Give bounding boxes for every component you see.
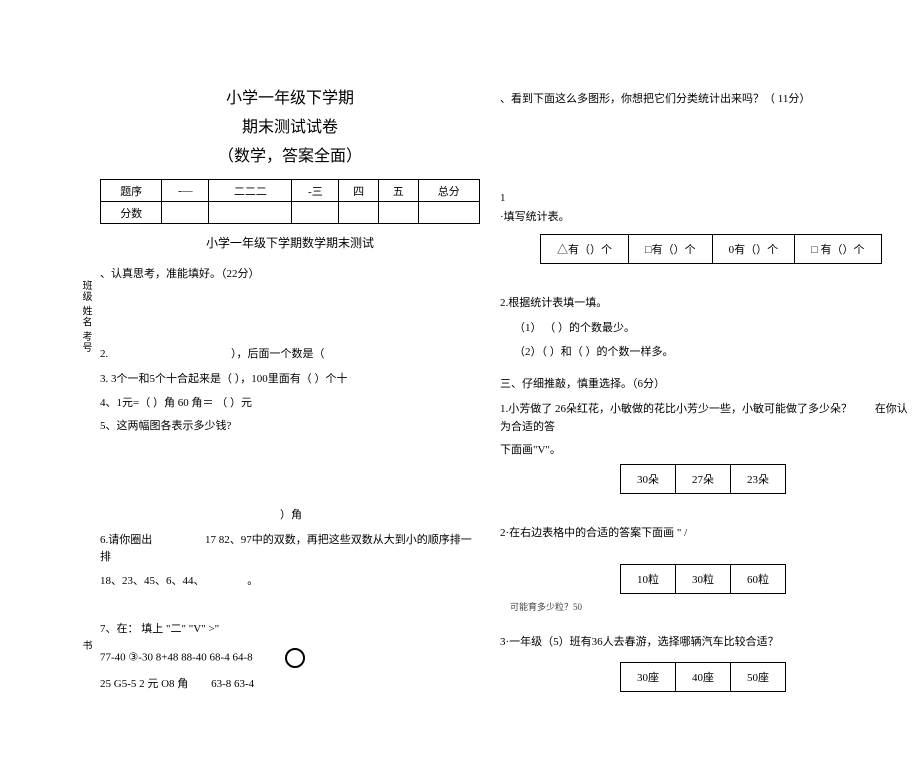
question-5: 5、这两幅图各表示多少钱? bbox=[100, 418, 480, 436]
stat-header: □有（）个 bbox=[629, 235, 713, 264]
left-column: 小学一年级下学期 期末测试试卷 （数学，答案全面） 题序 -— 二二二 -三 四… bbox=[100, 85, 480, 693]
question-3-1c: 下面画"V"。 bbox=[500, 442, 910, 460]
section-1-heading: 、认真思考，准能填好。（22分） bbox=[100, 265, 480, 285]
stat-q1-num: 1 bbox=[500, 189, 910, 209]
q7-row2-text: 25 G5-5 2 元 O8 角 bbox=[100, 678, 188, 690]
question-5-tail: ）角 bbox=[280, 506, 480, 526]
score-cell bbox=[418, 202, 479, 224]
stat-q2: 2.根据统计表填一填。 bbox=[500, 294, 910, 314]
table-row: 30朵 27朵 23朵 bbox=[621, 464, 786, 493]
option-cell: 30粒 bbox=[676, 564, 731, 593]
options-table-3: 30座 40座 50座 bbox=[620, 662, 786, 692]
table-row: 30座 40座 50座 bbox=[621, 663, 786, 692]
q7-row1-text: 77-40 ③-30 8+48 88-40 68-4 64-8 bbox=[100, 652, 253, 664]
subtitle: 小学一年级下学期数学期末测试 bbox=[100, 234, 480, 251]
question-6-numbers: 18、23、45、6、44、 。 bbox=[100, 573, 480, 591]
score-cell bbox=[209, 202, 292, 224]
score-header: 四 bbox=[339, 180, 379, 202]
stat-q2-1: （1） （ ）的个数最少。 bbox=[514, 320, 910, 338]
section-top: 、看到下面这么多图形，你想把它们分类统计出来吗？（ 11分） bbox=[500, 91, 910, 109]
question-4: 4、1元=（ ）角 60 角＝ （ ）元 bbox=[100, 395, 480, 413]
q2-label: 2. bbox=[100, 348, 108, 360]
binding-side-text-2: 书 bbox=[78, 640, 93, 650]
tiny-note: 可能育多少粒？50 bbox=[510, 600, 910, 613]
stat-header: □ 有（）个 bbox=[795, 235, 881, 264]
question-3: 3. 3个一和5个十合起来是（ ），100里面有（ ）个十 bbox=[100, 371, 480, 389]
circle-icon bbox=[285, 648, 305, 668]
score-header: 总分 bbox=[418, 180, 479, 202]
title-line-1: 小学一年级下学期 bbox=[100, 85, 480, 114]
question-3-2: 2·在右边表格中的合适的答案下面画 " / bbox=[500, 524, 910, 544]
stat-header: △有（）个 bbox=[541, 235, 629, 264]
option-cell: 30朵 bbox=[621, 464, 676, 493]
title-line-2: 期末测试试卷 bbox=[100, 114, 480, 143]
score-cell bbox=[378, 202, 418, 224]
q3-1a: 1.小芳做了 26朵红花，小敏做的花比小芳少一些，小敏可能做了多少朵？ bbox=[500, 403, 852, 415]
score-row-label: 分数 bbox=[101, 202, 162, 224]
question-6: 6.请你圈出 17 82、97中的双数，再把这些双数从大到小的顺序排一排 bbox=[100, 532, 480, 567]
score-header: 题序 bbox=[101, 180, 162, 202]
score-cell bbox=[339, 202, 379, 224]
score-cell bbox=[162, 202, 209, 224]
q6-a: 6.请你圈出 bbox=[100, 534, 152, 546]
question-2: 2. ），后面一个数是（ bbox=[100, 345, 480, 365]
right-column: 、看到下面这么多图形，你想把它们分类统计出来吗？（ 11分） 1 ·填写统计表。… bbox=[500, 85, 910, 692]
q6-b: 17 82、97中的双数，再把这些双数从大到小的顺序排一排 bbox=[100, 534, 472, 564]
score-header: -三 bbox=[292, 180, 339, 202]
question-3-3: 3·一年级（5）班有36人去春游，选择哪辆汽车比较合适？ bbox=[500, 633, 910, 653]
option-cell: 40座 bbox=[676, 663, 731, 692]
options-table-1: 30朵 27朵 23朵 bbox=[620, 464, 786, 494]
option-cell: 30座 bbox=[621, 663, 676, 692]
question-7-row1: 77-40 ③-30 8+48 88-40 68-4 64-8 bbox=[100, 648, 480, 668]
option-cell: 60粒 bbox=[731, 564, 786, 593]
q7-row3-text: 63-8 63-4 bbox=[211, 678, 254, 690]
score-header: 二二二 bbox=[209, 180, 292, 202]
table-row: 题序 -— 二二二 -三 四 五 总分 bbox=[101, 180, 480, 202]
score-cell bbox=[292, 202, 339, 224]
option-cell: 50座 bbox=[731, 663, 786, 692]
title-line-3: （数学，答案全面） bbox=[100, 143, 480, 172]
table-row: 分数 bbox=[101, 202, 480, 224]
option-cell: 27朵 bbox=[676, 464, 731, 493]
table-row: 10粒 30粒 60粒 bbox=[621, 564, 786, 593]
q6-c: 18、23、45、6、44、 bbox=[100, 575, 205, 587]
stat-table: △有（）个 □有（）个 0有（）个 □ 有（）个 bbox=[540, 234, 882, 264]
stat-q1: 1 ·填写统计表。 bbox=[500, 189, 910, 229]
table-row: △有（）个 □有（）个 0有（）个 □ 有（）个 bbox=[541, 235, 882, 264]
stat-q1-text: ·填写统计表。 bbox=[500, 208, 910, 228]
score-header: 五 bbox=[378, 180, 418, 202]
score-header: -— bbox=[162, 180, 209, 202]
binding-side-text: 班级 姓名 考号 bbox=[78, 280, 93, 353]
section-3-heading: 三、仔细推敲，慎重选择。（6分） bbox=[500, 375, 910, 395]
options-table-2: 10粒 30粒 60粒 bbox=[620, 564, 786, 594]
stat-q2-2: （2）（ ）和（ ）的个数一样多。 bbox=[514, 344, 910, 362]
question-3-1: 1.小芳做了 26朵红花，小敏做的花比小芳少一些，小敏可能做了多少朵？ 在你认为… bbox=[500, 401, 910, 436]
question-7-row2: 25 G5-5 2 元 O8 角 63-8 63-4 bbox=[100, 676, 480, 693]
score-table: 题序 -— 二二二 -三 四 五 总分 分数 bbox=[100, 179, 480, 224]
option-cell: 10粒 bbox=[621, 564, 676, 593]
stat-header: 0有（）个 bbox=[712, 235, 795, 264]
option-cell: 23朵 bbox=[731, 464, 786, 493]
question-7: 7、在： 填上 "二" "V" >" bbox=[100, 620, 480, 640]
q2-tail: ），后面一个数是（ bbox=[231, 348, 325, 360]
q6-d: 。 bbox=[247, 575, 258, 587]
